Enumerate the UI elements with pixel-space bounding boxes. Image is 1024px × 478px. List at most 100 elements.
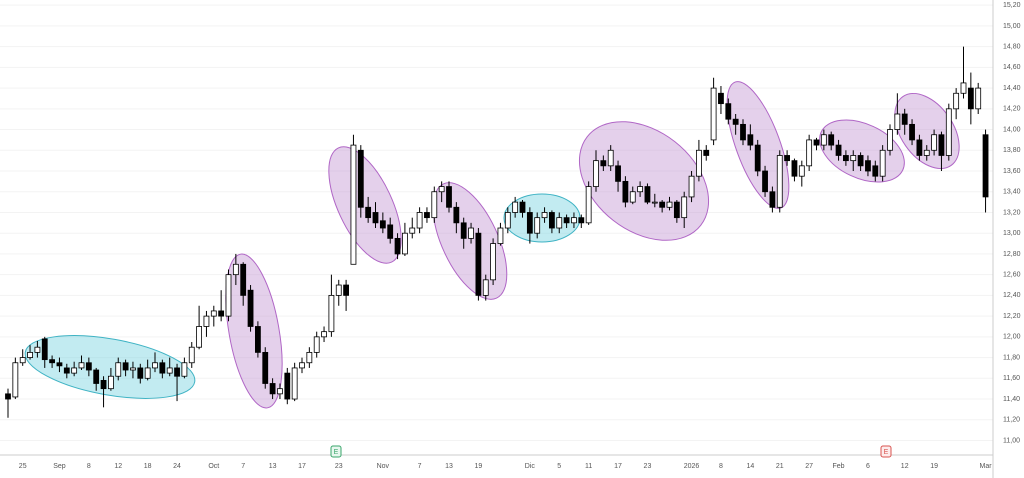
candle-body [850, 155, 857, 162]
candle-body [284, 372, 291, 400]
y-tick-label: 12,60 [1003, 272, 1021, 279]
candle-body [541, 212, 548, 219]
candle-body [130, 367, 136, 371]
candle-body [504, 212, 511, 229]
highlight-ellipse [24, 335, 196, 399]
candle-body [218, 310, 225, 317]
highlight-ellipse [328, 146, 402, 264]
candle-body [196, 326, 203, 348]
candle-body [431, 191, 438, 219]
earnings-marker[interactable]: E [880, 445, 892, 458]
candle-body [629, 191, 636, 203]
y-tick-label: 14,00 [1003, 126, 1021, 133]
y-tick-label: 12,00 [1003, 334, 1021, 341]
candle-body [262, 351, 269, 384]
earnings-marker[interactable]: E [330, 445, 342, 458]
candle-body [710, 87, 717, 141]
candle-body [56, 362, 63, 367]
candle-body [409, 227, 416, 234]
x-tick-label: 23 [335, 463, 343, 470]
candle-body [673, 201, 680, 219]
x-tick-label: 23 [644, 463, 652, 470]
candle-body [446, 186, 452, 208]
candle-body [387, 224, 394, 239]
candle-body [482, 279, 489, 296]
y-tick-label: 11,40 [1003, 396, 1020, 403]
x-tick-label: Oct [208, 463, 219, 470]
marker-badge[interactable] [330, 445, 342, 458]
candle-body [651, 201, 658, 204]
candle-body [681, 196, 688, 219]
candle-body [820, 134, 827, 146]
candle-body [916, 139, 923, 156]
marker-badge[interactable] [880, 445, 892, 458]
x-tick-label: 19 [930, 463, 938, 470]
x-tick-label: 12 [901, 463, 909, 470]
x-tick-label: 19 [475, 463, 483, 470]
candle-body [166, 367, 173, 374]
x-tick-label: 24 [173, 463, 181, 470]
x-tick-label: 14 [746, 463, 754, 470]
candle-body [938, 134, 945, 156]
y-tick-label: 13,40 [1003, 189, 1021, 196]
candle-body [453, 206, 460, 224]
candle-body [277, 388, 283, 395]
candle-body [967, 87, 974, 110]
candle-body [872, 165, 879, 177]
candle-body [416, 212, 423, 229]
candle-body [931, 134, 937, 151]
marker-label[interactable]: E [884, 449, 889, 456]
candle-body [519, 201, 526, 213]
candle-body [960, 82, 967, 94]
candle-body [762, 170, 768, 193]
y-tick-label: 13,20 [1003, 209, 1021, 216]
candle-body [688, 175, 695, 198]
highlight-ellipse [432, 182, 508, 300]
candle-body [894, 113, 901, 130]
candle-body [181, 362, 188, 377]
candle-body [747, 134, 754, 146]
x-tick-label: 7 [241, 463, 245, 470]
candle-body [776, 155, 783, 208]
marker-label[interactable]: E [334, 449, 339, 456]
candle-body [49, 359, 55, 364]
candle-body [843, 155, 849, 162]
x-tick-label: Sep [53, 463, 66, 470]
x-tick-label: 13 [269, 463, 277, 470]
x-tick-label: 5 [557, 463, 561, 470]
candle-body [401, 232, 408, 255]
candle-body [203, 315, 210, 327]
candle-body [556, 217, 563, 229]
x-tick-label: 8 [719, 463, 723, 470]
candle-body [666, 201, 673, 208]
candle-body [93, 369, 100, 384]
candle-body [12, 362, 19, 398]
candle-body [945, 108, 952, 156]
candle-body [490, 243, 497, 281]
x-tick-label: 2026 [684, 463, 700, 470]
candle-body [144, 367, 151, 379]
y-tick-label: 12,40 [1003, 292, 1021, 299]
candle-body [152, 362, 158, 369]
candle-body [828, 134, 835, 146]
candle-body [798, 165, 805, 177]
candle-body [578, 217, 585, 224]
candle-body [210, 310, 217, 317]
candle-body [291, 367, 298, 400]
candle-body [379, 220, 386, 229]
candle-body [78, 362, 85, 369]
candle-body [115, 362, 122, 377]
candle-body [585, 186, 592, 224]
candle-body [923, 149, 930, 156]
candle-body [806, 139, 813, 167]
candle-body [887, 129, 893, 151]
candle-body [879, 149, 886, 177]
candle-body [615, 165, 621, 182]
candle-body [534, 217, 541, 234]
candle-body [19, 357, 26, 364]
candle-body [85, 362, 92, 371]
candle-body [254, 326, 261, 353]
candle-body [438, 186, 445, 193]
x-tick-label: Dic [525, 463, 536, 470]
